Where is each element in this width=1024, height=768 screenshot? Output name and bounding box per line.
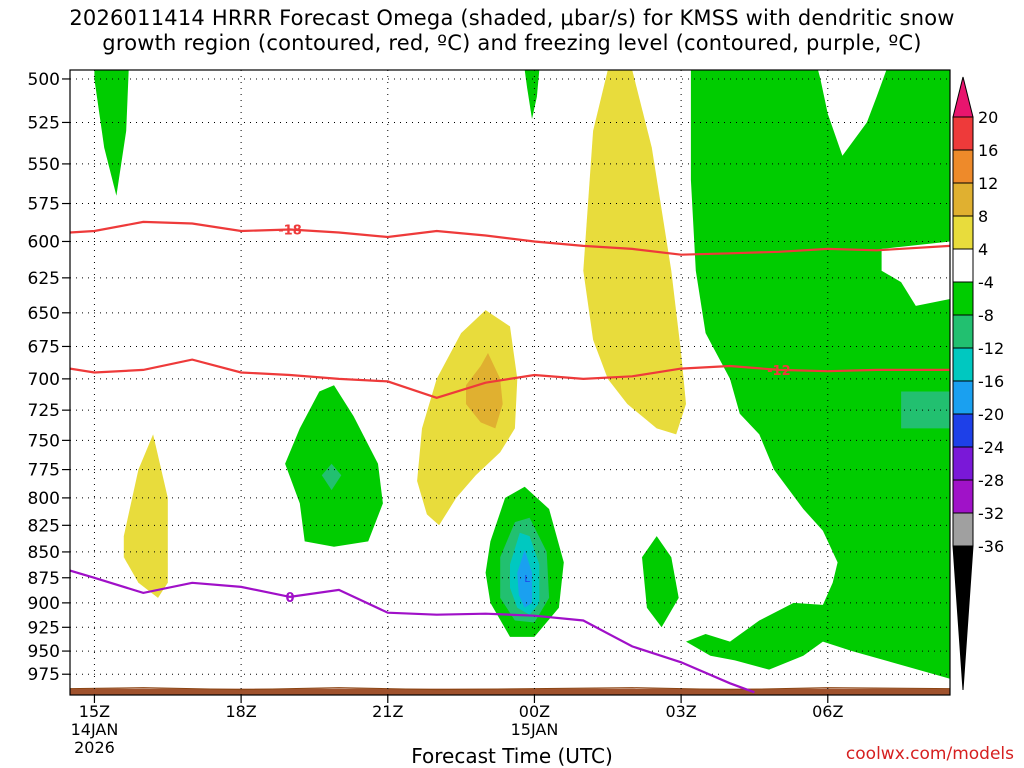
colorbar-top-arrow (953, 77, 973, 117)
y-tick-label: 800 (28, 489, 60, 509)
colorbar-bin (953, 282, 973, 315)
colorbar-label: -36 (978, 537, 1004, 556)
colorbar-bin (953, 150, 973, 183)
green-region-east (686, 70, 950, 679)
colorbar-bin (953, 117, 973, 150)
green-region-19z (285, 385, 383, 547)
y-tick-label: 650 (28, 304, 60, 324)
colorbar-label: -32 (978, 504, 1004, 523)
yellow-region-15z (124, 434, 168, 598)
y-tick-label: 525 (28, 113, 60, 133)
x-tick-label: 06Z (812, 702, 843, 721)
colorbar: 20 16 12 8 4 -4 -8 -12 -16 -20 -24 -28 -32 -36 (953, 77, 1004, 690)
x-tick-date: 15JAN (511, 720, 559, 739)
y-tick-label: 775 (28, 461, 60, 481)
colorbar-bin (953, 216, 973, 249)
y-tick-label: 600 (28, 232, 60, 252)
colorbar-label: 4 (978, 240, 988, 259)
y-tick-label: 950 (28, 642, 60, 662)
y-tick-label: 750 (28, 431, 60, 451)
y-tick-label: 625 (28, 269, 60, 289)
colorbar-label: -24 (978, 438, 1004, 457)
y-tick-label: 850 (28, 543, 60, 563)
y-tick-label: 975 (28, 665, 60, 685)
y-tick-label: 575 (28, 195, 60, 215)
contour-label--18: -18 (278, 224, 302, 239)
y-tick-label: 725 (28, 401, 60, 421)
y-tick-label: 500 (28, 70, 60, 90)
colorbar-label: 16 (978, 141, 998, 160)
colorbar-label: -4 (978, 273, 994, 292)
green-plume-00z (525, 70, 540, 119)
teal-patch-east (901, 392, 950, 429)
yellow-region-01z (583, 70, 686, 434)
y-tick-label: 825 (28, 516, 60, 536)
contour-label--12: -12 (767, 364, 791, 379)
chart-canvas: L -18 -12 0 500 525 550 575 600 625 650 675 700 725… (0, 0, 1024, 768)
credit-link[interactable]: coolwx.com/models (846, 744, 1014, 764)
colorbar-label: -12 (978, 339, 1004, 358)
terrain-strip (70, 688, 950, 695)
y-tick-label: 900 (28, 594, 60, 614)
x-tick-label: 18Z (225, 702, 256, 721)
colorbar-bin (953, 348, 973, 381)
yellow-region-22z (417, 310, 517, 525)
x-tick-label: 15Z (79, 702, 110, 721)
y-tick-label: 700 (28, 370, 60, 390)
colorbar-bin (953, 513, 973, 546)
colorbar-label: -28 (978, 471, 1004, 490)
omega-shading: L (94, 70, 950, 679)
green-region-02z (642, 536, 679, 627)
minimum-label: L (524, 574, 530, 585)
x-tick-date: 14JAN (71, 720, 119, 739)
colorbar-label: 12 (978, 174, 998, 193)
colorbar-label: -8 (978, 306, 994, 325)
y-axis: 500 525 550 575 600 625 650 675 700 725 750 775 800 8… (28, 70, 70, 685)
colorbar-bin (953, 414, 973, 447)
colorbar-bin (953, 249, 973, 282)
colorbar-bin (953, 480, 973, 513)
colorbar-bin (953, 183, 973, 216)
y-tick-label: 875 (28, 569, 60, 589)
colorbar-bin (953, 447, 973, 480)
colorbar-label: 20 (978, 108, 998, 127)
y-tick-label: 675 (28, 337, 60, 357)
colorbar-bottom-arrow (953, 546, 973, 690)
colorbar-label: -16 (978, 372, 1004, 391)
colorbar-label: 8 (978, 207, 988, 226)
contour-label-0: 0 (285, 591, 294, 606)
y-tick-label: 925 (28, 618, 60, 638)
x-tick-label: 03Z (665, 702, 696, 721)
x-tick-label: 00Z (519, 702, 550, 721)
x-tick-label: 21Z (372, 702, 403, 721)
green-plume-15z (94, 70, 128, 196)
terrain-fill (70, 689, 950, 695)
colorbar-bin (953, 381, 973, 414)
colorbar-bin (953, 315, 973, 348)
colorbar-label: -20 (978, 405, 1004, 424)
y-tick-label: 550 (28, 155, 60, 175)
